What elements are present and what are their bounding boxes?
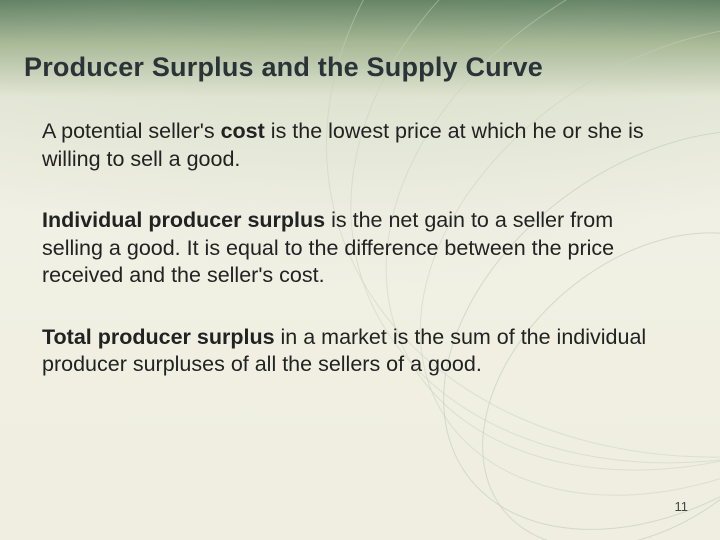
- slide-body: A potential seller's cost is the lowest …: [42, 118, 672, 379]
- bold-term: Total producer surplus: [42, 325, 275, 349]
- slide: Producer Surplus and the Supply Curve A …: [0, 0, 720, 540]
- bold-term: cost: [221, 119, 265, 143]
- bold-term: Individual producer surplus: [42, 208, 325, 232]
- paragraph: Individual producer surplus is the net g…: [42, 207, 672, 290]
- paragraph: A potential seller's cost is the lowest …: [42, 118, 672, 173]
- paragraph: Total producer surplus in a market is th…: [42, 324, 672, 379]
- slide-title: Producer Surplus and the Supply Curve: [24, 52, 543, 83]
- page-number: 11: [675, 499, 689, 514]
- text: A potential seller's: [42, 119, 221, 143]
